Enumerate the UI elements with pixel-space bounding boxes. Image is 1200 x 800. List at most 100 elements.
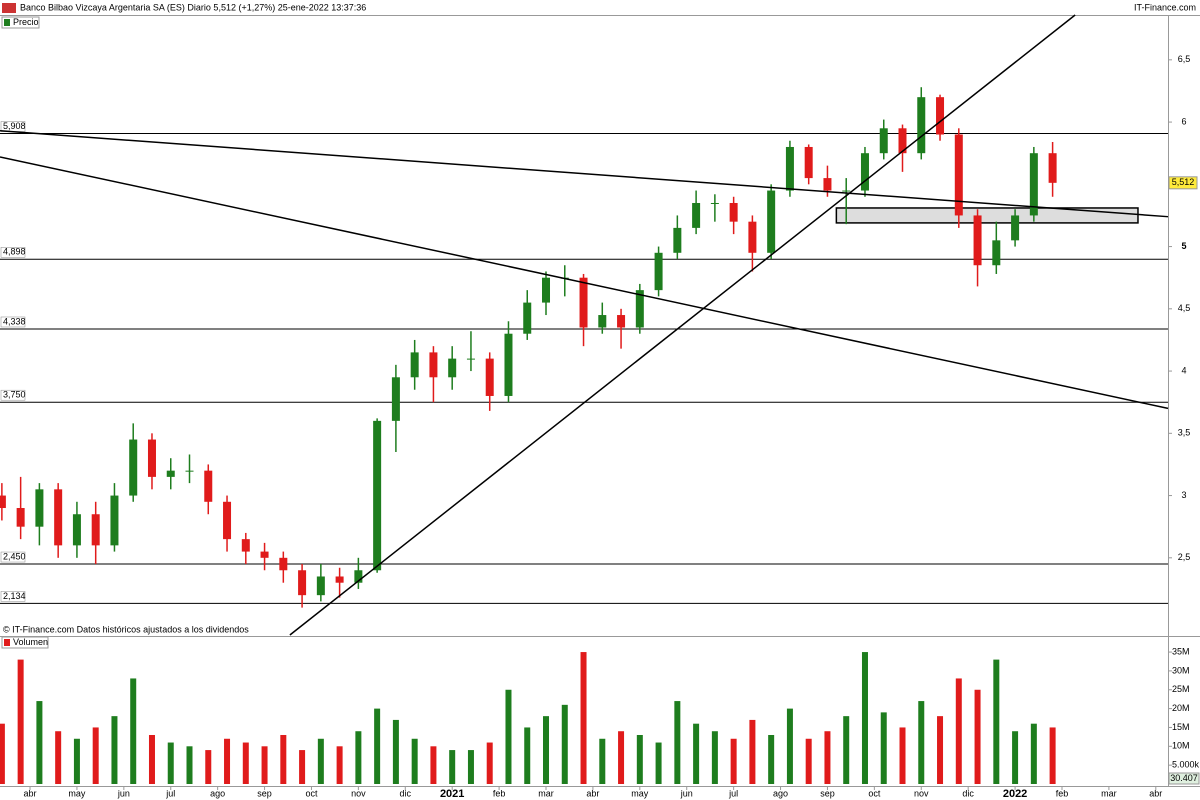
candle-body bbox=[72, 514, 81, 546]
level-label-box bbox=[0, 389, 26, 401]
volume-bar bbox=[824, 731, 831, 784]
volume-bar bbox=[599, 738, 606, 784]
level-label: 2,450 bbox=[3, 551, 26, 561]
candle-body bbox=[654, 252, 663, 291]
candle-body bbox=[0, 495, 6, 509]
volume-bar bbox=[1030, 723, 1037, 784]
volume-bar bbox=[524, 727, 531, 784]
candle-body bbox=[767, 190, 776, 253]
candle-body bbox=[166, 470, 175, 477]
candle-body bbox=[804, 146, 813, 179]
y-tick-label: 6,5 bbox=[1178, 54, 1191, 64]
candle-body bbox=[542, 277, 551, 303]
volume-bar bbox=[768, 734, 775, 784]
volume-bar bbox=[205, 750, 212, 784]
volume-bar bbox=[280, 734, 287, 784]
candle-body bbox=[35, 489, 44, 527]
x-tick-label: sep bbox=[257, 788, 272, 798]
volume-y-tick-label: 35M bbox=[1172, 646, 1190, 656]
volume-bar bbox=[261, 746, 268, 784]
candle-body bbox=[16, 508, 25, 527]
volume-bar bbox=[130, 678, 137, 784]
volume-bar bbox=[449, 750, 456, 784]
x-tick-label: mar bbox=[1101, 788, 1117, 798]
candle-body bbox=[992, 240, 1001, 266]
volume-bar bbox=[749, 719, 756, 784]
candle-body bbox=[785, 146, 794, 191]
volume-legend-box bbox=[1, 636, 49, 649]
volume-bar bbox=[674, 701, 681, 784]
volume-bar bbox=[0, 723, 5, 784]
x-tick-label: may bbox=[631, 788, 649, 798]
volume-y-tick-label: 15M bbox=[1172, 722, 1190, 732]
candle-body bbox=[748, 221, 757, 253]
volume-bar bbox=[148, 734, 155, 784]
candle-body bbox=[391, 377, 400, 421]
candle-body bbox=[354, 570, 363, 583]
volume-bar bbox=[1049, 727, 1056, 784]
volume-legend-label: Volumen bbox=[13, 637, 48, 647]
candle-body bbox=[973, 215, 982, 266]
volume-bar bbox=[242, 742, 249, 784]
candle-body bbox=[298, 570, 307, 596]
level-label-box bbox=[0, 247, 26, 258]
candle-body bbox=[673, 227, 682, 253]
candle-body bbox=[898, 128, 907, 154]
level-label-box bbox=[0, 591, 26, 602]
volume-bar bbox=[955, 678, 962, 784]
volume-bar bbox=[111, 716, 118, 784]
candle-body bbox=[692, 202, 701, 228]
y-tick-label: 2,5 bbox=[1178, 552, 1191, 562]
x-tick-label: ago bbox=[773, 788, 788, 798]
volume-bar bbox=[317, 738, 324, 784]
volume-bar bbox=[374, 708, 381, 784]
volume-bar bbox=[561, 704, 568, 784]
x-tick-label: abr bbox=[24, 788, 37, 798]
volume-bar bbox=[92, 727, 99, 784]
footnote: © IT-Finance.com Datos históricos ajusta… bbox=[3, 624, 249, 634]
volume-bar bbox=[730, 738, 737, 784]
candle-body bbox=[260, 551, 269, 558]
x-tick-label: abr bbox=[586, 788, 599, 798]
volume-bar bbox=[618, 731, 625, 784]
x-tick-label: sep bbox=[820, 788, 835, 798]
candle-body bbox=[729, 202, 738, 222]
candle-body bbox=[335, 576, 344, 583]
candle-body bbox=[1011, 215, 1020, 241]
volume-bar bbox=[636, 734, 643, 784]
x-tick-label: jun bbox=[117, 788, 130, 798]
volume-bar bbox=[55, 731, 62, 784]
legend-label: Precio bbox=[13, 17, 39, 27]
candle-body bbox=[316, 576, 325, 596]
level-label: 2,134 bbox=[3, 591, 26, 601]
support-zone bbox=[835, 207, 1139, 224]
volume-last-label: 30.407 bbox=[1170, 773, 1198, 783]
candle-body bbox=[635, 290, 644, 328]
level-label: 4,338 bbox=[3, 316, 26, 326]
candle-body bbox=[485, 358, 494, 396]
volume-bar bbox=[861, 652, 868, 784]
y-tick-label: 4 bbox=[1181, 365, 1186, 375]
volume-bar bbox=[336, 746, 343, 784]
x-tick-label: jul bbox=[728, 788, 738, 798]
y-tick-label: 5 bbox=[1181, 241, 1186, 251]
x-tick-label: nov bbox=[351, 788, 366, 798]
candle-body bbox=[147, 439, 156, 477]
candle-body bbox=[860, 153, 869, 191]
volume-legend-icon bbox=[4, 639, 10, 646]
x-tick-label: may bbox=[68, 788, 86, 798]
volume-y-tick-label: 20M bbox=[1172, 703, 1190, 713]
candle-body bbox=[279, 557, 288, 571]
x-tick-label: jul bbox=[165, 788, 175, 798]
volume-bar bbox=[17, 659, 24, 784]
legend-icon bbox=[4, 19, 10, 26]
volume-bar bbox=[880, 712, 887, 784]
volume-last-box bbox=[1168, 772, 1200, 785]
candle-body bbox=[223, 501, 232, 540]
candle-body bbox=[185, 470, 194, 472]
x-tick-label: dic bbox=[400, 788, 412, 798]
volume-bar bbox=[167, 742, 174, 784]
x-tick-label: feb bbox=[1056, 788, 1069, 798]
